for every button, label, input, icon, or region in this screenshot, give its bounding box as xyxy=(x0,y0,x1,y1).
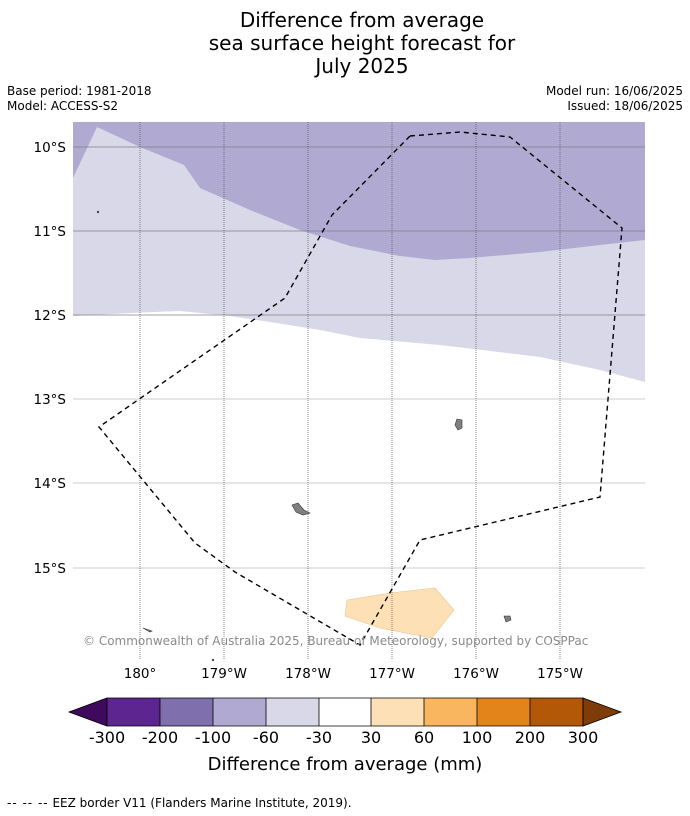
meta-left: Base period: 1981-2018 Model: ACCESS-S2 xyxy=(7,84,152,114)
title-line-3: July 2025 xyxy=(315,54,409,78)
lat-label-12s: 12°S xyxy=(34,308,67,324)
lat-label-14s: 14°S xyxy=(34,476,67,492)
title-line-2: sea surface height forecast for xyxy=(208,31,516,55)
island-southeast xyxy=(503,615,512,623)
island-east xyxy=(454,418,463,431)
base-period: Base period: 1981-2018 xyxy=(7,84,152,98)
colorbar-label-3: -100 xyxy=(195,728,231,747)
lon-label-175w: 175°W xyxy=(537,666,583,682)
map-area xyxy=(73,122,645,639)
colorbar-label-4: -60 xyxy=(253,728,279,747)
colorbar-label-8: 100 xyxy=(462,728,493,747)
latitude-gridlines xyxy=(73,146,645,569)
title-line-1: Difference from average xyxy=(239,8,485,32)
colorbar-seg-4 xyxy=(266,698,319,726)
colorbar-seg-3 xyxy=(213,698,266,726)
colorbar-label-9: 200 xyxy=(515,728,546,747)
lon-label-176w: 176°W xyxy=(453,666,499,682)
colorbar-label-1: -300 xyxy=(89,728,125,747)
colorbar-seg-6 xyxy=(371,698,424,726)
longitude-gridlines xyxy=(139,122,561,660)
lon-label-178w: 178°W xyxy=(285,666,331,682)
colorbar-extend-high xyxy=(582,697,623,727)
anomaly-band-minus100 xyxy=(73,122,645,260)
islands xyxy=(96,210,512,662)
colorbar-label-2: -200 xyxy=(142,728,178,747)
colorbar-seg-9 xyxy=(530,698,583,726)
colorbar-extend-low xyxy=(67,697,108,727)
eez-legend-text: EEZ border V11 (Flanders Marine Institut… xyxy=(52,796,352,810)
issued-date: Issued: 18/06/2025 xyxy=(567,99,683,113)
map-title: Difference from average sea surface heig… xyxy=(0,9,690,78)
lon-label-179w: 179°W xyxy=(201,666,247,682)
colorbar-label-7: 60 xyxy=(414,728,434,747)
lat-label-10s: 10°S xyxy=(34,140,67,156)
island-west xyxy=(291,502,311,516)
eez-legend-dashes: -- -- -- xyxy=(7,796,49,810)
lon-label-180: 180° xyxy=(124,666,157,682)
lon-label-177w: 177°W xyxy=(369,666,415,682)
colorbar-seg-2 xyxy=(160,698,213,726)
model-run: Model run: 16/06/2025 xyxy=(545,84,683,98)
colorbar-title: Difference from average (mm) xyxy=(208,754,483,775)
colorbar-seg-1 xyxy=(107,698,160,726)
eez-border xyxy=(97,131,623,646)
colorbar-seg-7 xyxy=(424,698,477,726)
colorbar-label-10: 300 xyxy=(568,728,599,747)
longitude-labels: 180° 179°W 178°W 177°W 176°W 175°W xyxy=(124,666,583,682)
meta-right: Model run: 16/06/2025 Issued: 18/06/2025 xyxy=(546,84,683,114)
lat-label-13s: 13°S xyxy=(34,392,67,408)
attribution: © Commonwealth of Australia 2025, Bureau… xyxy=(83,634,588,648)
colorbar-label-5: -30 xyxy=(306,728,332,747)
eez-legend: -- -- -- EEZ border V11 (Flanders Marine… xyxy=(7,796,352,810)
colorbar-seg-5 xyxy=(319,698,371,726)
latitude-labels: 10°S 11°S 12°S 13°S 14°S 15°S xyxy=(34,140,67,577)
lat-label-11s: 11°S xyxy=(34,224,67,240)
island-southwest xyxy=(142,627,153,633)
anomaly-blob-plus30 xyxy=(344,587,455,639)
lat-label-15s: 15°S xyxy=(34,561,67,577)
colorbar: -300 -200 -100 -60 -30 30 60 100 200 300… xyxy=(67,697,623,775)
colorbar-label-6: 30 xyxy=(361,728,381,747)
colorbar-seg-8 xyxy=(477,698,530,726)
model-name: Model: ACCESS-S2 xyxy=(7,99,119,113)
